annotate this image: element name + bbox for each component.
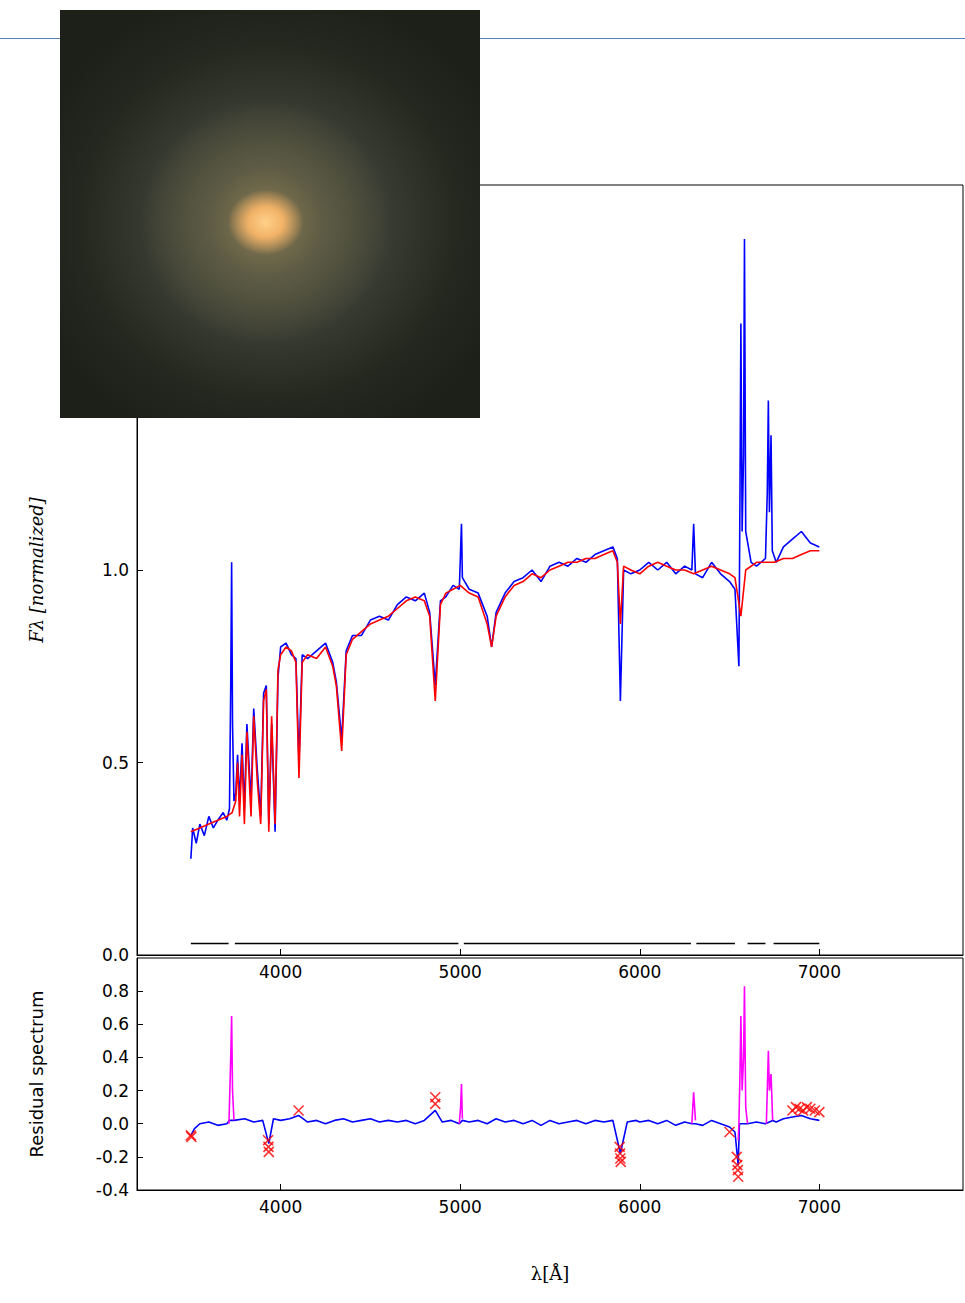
svg-text:5000: 5000 — [439, 1197, 482, 1217]
svg-text:4000: 4000 — [259, 1197, 302, 1217]
svg-text:0.8: 0.8 — [102, 981, 129, 1001]
svg-text:0.4: 0.4 — [102, 1047, 129, 1067]
svg-text:6000: 6000 — [618, 1197, 661, 1217]
svg-text:7000: 7000 — [798, 962, 841, 982]
svg-text:0.2: 0.2 — [102, 1081, 129, 1101]
svg-text:6000: 6000 — [618, 962, 661, 982]
svg-text:0.0: 0.0 — [102, 1114, 129, 1134]
svg-text:5000: 5000 — [439, 962, 482, 982]
svg-text:-0.4: -0.4 — [96, 1180, 129, 1200]
svg-text:1.0: 1.0 — [102, 560, 129, 580]
svg-text:0.6: 0.6 — [102, 1014, 129, 1034]
svg-text:-0.2: -0.2 — [96, 1147, 129, 1167]
svg-text:Fλ [normalized]: Fλ [normalized] — [26, 496, 47, 644]
svg-text:7000: 7000 — [798, 1197, 841, 1217]
svg-text:0.5: 0.5 — [102, 753, 129, 773]
svg-text:λ[Å]: λ[Å] — [531, 1263, 569, 1284]
svg-text:0.0: 0.0 — [102, 945, 129, 965]
svg-text:4000: 4000 — [259, 962, 302, 982]
svg-text:Residual spectrum: Residual spectrum — [26, 991, 47, 1158]
